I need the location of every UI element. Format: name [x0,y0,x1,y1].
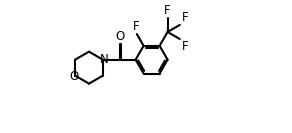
Text: N: N [100,53,108,66]
Text: F: F [133,20,140,33]
Text: F: F [181,11,188,24]
Text: F: F [181,40,188,53]
Text: O: O [69,70,78,83]
Text: O: O [115,30,124,43]
Text: F: F [164,3,170,16]
